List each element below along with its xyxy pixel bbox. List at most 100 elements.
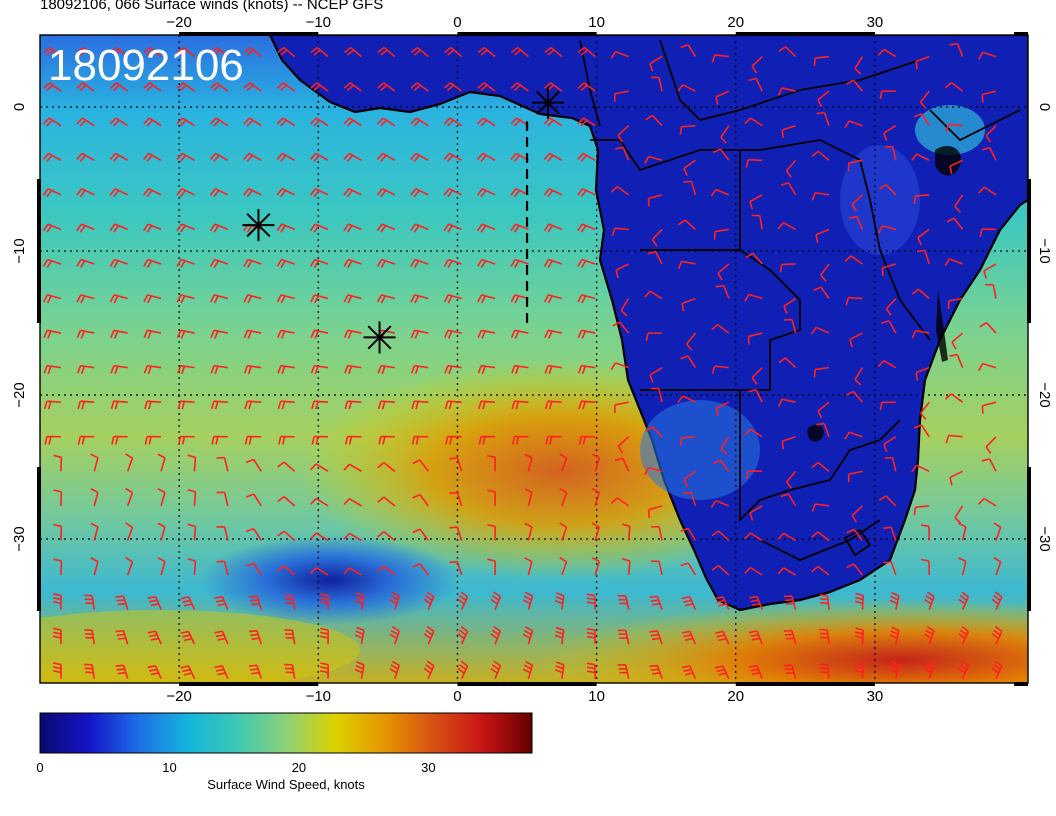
frame-ruler-bottom <box>1014 682 1028 686</box>
wind-barb <box>177 435 195 445</box>
wind-barb <box>444 46 463 58</box>
lat-tick-label-right: −20 <box>1036 382 1053 407</box>
wind-barb <box>617 125 630 143</box>
wind-barb <box>913 194 930 205</box>
wind-barb <box>443 152 463 162</box>
wind-barb <box>820 263 830 282</box>
wind-barb <box>949 470 963 486</box>
wind-barb <box>176 223 195 233</box>
wind-barb <box>848 215 864 230</box>
wind-barb <box>586 593 597 610</box>
wind-barb <box>911 464 930 473</box>
wind-barb <box>844 431 863 440</box>
wind-barb <box>916 249 930 265</box>
wind-barb <box>543 188 563 198</box>
wind-barb <box>614 457 630 472</box>
colorbar-tick-label: 10 <box>162 760 176 775</box>
wind-barb <box>883 526 897 541</box>
wind-barb <box>811 531 830 542</box>
wind-barb <box>877 225 897 234</box>
wind-barb <box>554 592 565 610</box>
wind-barb <box>524 488 533 507</box>
lat-tick-label-left: −30 <box>11 526 28 551</box>
wind-barb <box>310 497 329 507</box>
wind-barb <box>443 258 462 269</box>
wind-barb <box>410 46 429 58</box>
wind-barb <box>811 461 830 472</box>
wind-barb <box>745 252 763 265</box>
wind-barb <box>143 364 162 375</box>
wind-barb <box>591 453 601 472</box>
wind-barb <box>711 365 729 374</box>
storm-marker <box>242 209 275 242</box>
wind-barb <box>76 364 95 375</box>
wind-barb <box>110 364 128 375</box>
wind-barb <box>243 364 262 375</box>
wind-barb <box>915 366 930 381</box>
wind-barb <box>176 82 195 92</box>
wind-barb <box>443 188 462 198</box>
wind-barb <box>981 90 997 103</box>
wind-barb <box>248 664 263 679</box>
wind-barb <box>846 563 864 576</box>
wind-barb <box>879 90 896 100</box>
wind-barb <box>715 284 730 299</box>
wind-barb <box>714 630 730 645</box>
wind-barb <box>879 401 896 411</box>
wind-barb <box>209 223 229 233</box>
wind-barb <box>477 258 496 269</box>
wind-barb <box>84 663 96 679</box>
wind-barb <box>43 364 61 375</box>
wind-barb <box>490 626 502 645</box>
wind-barb <box>490 660 502 679</box>
lat-tick-label-right: −30 <box>1036 526 1053 551</box>
wind-barb <box>681 595 697 610</box>
wind-barb <box>444 329 462 339</box>
wind-barb <box>487 454 496 472</box>
wind-barb <box>846 528 864 541</box>
wind-barb <box>477 117 496 127</box>
wind-barb <box>52 627 62 645</box>
storm-marker <box>531 86 564 119</box>
colorbar-ticks: 0 10 20 30 <box>36 760 435 775</box>
wind-barb <box>845 296 863 306</box>
date-stamp: 18092106 <box>48 41 244 90</box>
wind-barb <box>389 626 400 645</box>
wind-barb <box>77 435 95 445</box>
wind-barb <box>817 90 830 108</box>
wind-barb <box>410 152 429 162</box>
wind-barb <box>320 662 329 679</box>
wind-barb <box>783 318 797 334</box>
wind-barb <box>157 557 166 576</box>
wind-barb <box>710 188 730 197</box>
wind-barb <box>681 630 697 645</box>
wind-barb <box>745 470 763 479</box>
wind-barb <box>711 530 730 542</box>
colorbar-bar <box>39 712 533 754</box>
wind-barb <box>717 263 730 281</box>
wind-barb <box>444 400 462 410</box>
wind-barb <box>243 329 262 339</box>
wind-barb <box>811 565 830 576</box>
wind-barb <box>343 329 362 339</box>
wind-barb <box>591 522 601 541</box>
wind-barb <box>376 188 396 198</box>
wind-barb <box>309 223 329 233</box>
wind-barb <box>981 146 997 161</box>
wind-barb <box>43 329 62 339</box>
wind-barb <box>958 522 967 541</box>
wind-barb <box>354 661 365 679</box>
wind-barb <box>524 453 533 472</box>
wind-barb <box>949 42 964 57</box>
wind-barb <box>748 664 763 679</box>
wind-barb <box>522 591 534 610</box>
wind-barb <box>443 82 463 92</box>
wind-barb <box>284 594 296 610</box>
wind-barb <box>544 400 562 410</box>
wind-barb <box>143 294 162 304</box>
wind-barb <box>42 117 62 127</box>
southern-jet <box>540 600 1028 683</box>
colorbar: 0 10 20 30 Surface Wind Speed, knots <box>36 712 533 792</box>
wind-barb <box>309 188 329 198</box>
wind-barb <box>777 567 797 576</box>
